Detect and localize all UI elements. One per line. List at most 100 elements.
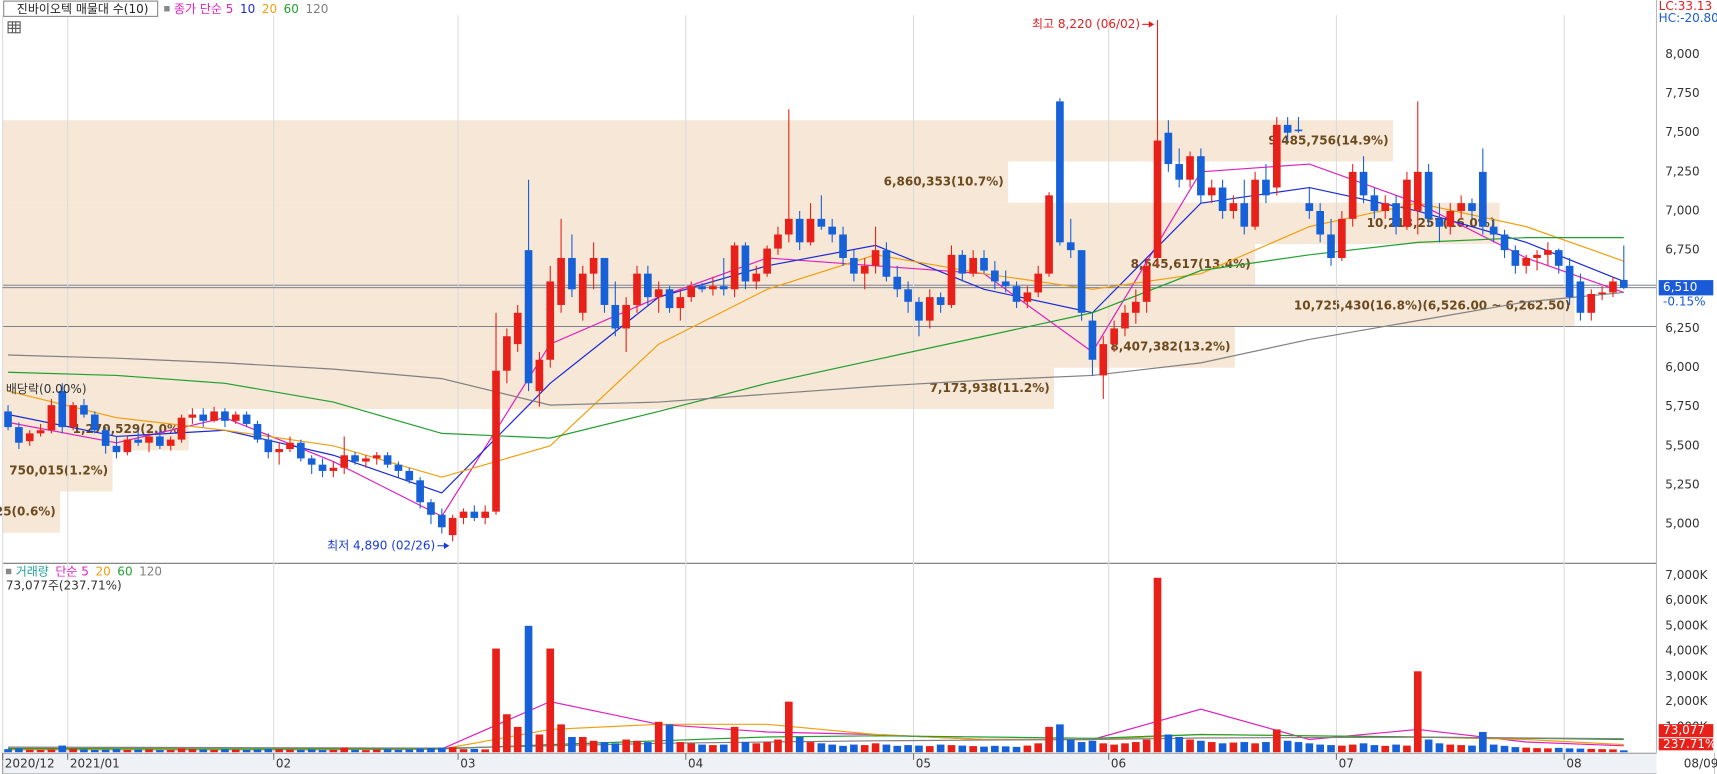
volume-bar: [177, 748, 186, 753]
volume-bar: [1327, 745, 1335, 753]
candle-body: [481, 511, 490, 518]
volume-profile-band: [2, 326, 1235, 368]
candle-body: [1554, 250, 1563, 266]
volume-bar: [221, 749, 229, 753]
volume-bar: [1348, 744, 1357, 753]
volume-average-line: [8, 736, 1624, 749]
volume-bar: [1457, 745, 1465, 753]
candle-body: [936, 297, 945, 305]
candle-body: [1435, 218, 1444, 227]
volume-bar: [904, 745, 912, 753]
candle-body: [1056, 101, 1064, 243]
candle-body: [1023, 292, 1032, 302]
axis-strip: [1656, 0, 1715, 774]
candle-body: [557, 257, 565, 305]
candle-body: [633, 273, 641, 305]
volume-bar: [166, 749, 175, 753]
candle-body: [307, 458, 316, 465]
candle-body: [36, 430, 45, 434]
candle-body: [752, 273, 761, 282]
volume-bar: [1554, 747, 1563, 753]
volume-bar: [860, 745, 869, 753]
volume-bar: [1468, 745, 1476, 753]
volume-bar: [763, 742, 771, 753]
volume-bar: [1001, 746, 1010, 753]
volume-bar: [1424, 739, 1433, 753]
volume-bar: [1533, 748, 1541, 753]
candle-body: [1045, 195, 1053, 274]
marks: [4, 19, 1628, 753]
volume-bar: [1294, 742, 1303, 753]
x-tick-label: 05: [916, 757, 931, 771]
y-tick-label: 7,750: [1665, 86, 1699, 100]
volume-bar: [47, 749, 56, 753]
volume-bar: [145, 749, 153, 753]
volume-bar: [199, 749, 208, 753]
candle-body: [242, 414, 251, 424]
volume-bar: [806, 742, 815, 753]
candle-body: [329, 467, 338, 471]
volume-bar: [329, 749, 338, 753]
volume-average-line: [8, 733, 1624, 750]
candle-body: [1077, 250, 1086, 313]
volume-bar: [1576, 748, 1585, 753]
volume-bar: [90, 749, 99, 753]
volume-bar: [1316, 744, 1324, 753]
candle-body: [69, 405, 77, 428]
candle-body: [437, 514, 446, 528]
candle-body: [427, 502, 435, 515]
volume-bar: [1034, 743, 1043, 753]
candle-body: [80, 405, 88, 415]
y-tick-label: 5,000K: [1665, 618, 1708, 632]
candle-body: [362, 458, 370, 462]
candle-body: [1229, 203, 1238, 212]
volume-bar: [839, 745, 847, 753]
corner-label: HC:-20.80: [1659, 11, 1717, 25]
x-axis-strip: [2, 752, 1715, 774]
candle-body: [1001, 281, 1010, 287]
volume-bar: [1229, 742, 1238, 753]
y-tick-label: 2,000K: [1665, 694, 1708, 708]
last-volume-box: [1658, 724, 1714, 738]
volume-bar: [709, 745, 717, 753]
candle-body: [1240, 203, 1249, 227]
volume-bar: [568, 737, 576, 753]
volume-bar: [492, 648, 500, 753]
volume-bar: [362, 750, 370, 753]
volume-profile-label: 10,725,430(16.8%)(6,526.00 ~ 6,262.50): [1294, 298, 1570, 312]
candle-body: [90, 414, 99, 431]
volume-bar: [817, 743, 826, 753]
volume-ratio-box: [1658, 738, 1714, 751]
volume-bar: [307, 749, 316, 753]
y-tick-label: 6,000: [1665, 360, 1699, 374]
volume-profile-band: [2, 491, 61, 533]
candle-body: [156, 436, 164, 446]
candle-body: [1392, 203, 1400, 227]
x-tick-label: 04: [688, 757, 703, 771]
volume-bar: [1142, 739, 1151, 753]
candle-body: [784, 218, 793, 235]
volume-bar: [1240, 742, 1249, 753]
candle-body: [1565, 265, 1574, 298]
volume-bar: [1077, 742, 1086, 753]
legend-entry: 단순 5: [55, 565, 89, 579]
candle-body: [600, 257, 609, 305]
legend-entry: 20: [262, 2, 277, 16]
candle-body: [817, 218, 826, 227]
legend-entry: 120: [305, 2, 328, 16]
volume-bar: [1479, 731, 1487, 753]
legend-entry: 종가 단순 5: [174, 2, 233, 16]
volume-bar: [242, 749, 251, 753]
dividend-label: 배당락(0.00%): [6, 382, 87, 396]
volume-bar: [644, 742, 652, 753]
volume-bar: [882, 744, 891, 753]
volume-bar: [318, 750, 327, 753]
volume-bar: [578, 737, 587, 753]
volume-bar: [774, 739, 782, 753]
volume-bar: [134, 749, 142, 753]
last-volume-label: 73,077: [1663, 723, 1705, 737]
candle-body: [1511, 250, 1520, 266]
extreme-label: 최고 8,220 (06/02): [1032, 17, 1140, 31]
candle-body: [1251, 179, 1259, 227]
